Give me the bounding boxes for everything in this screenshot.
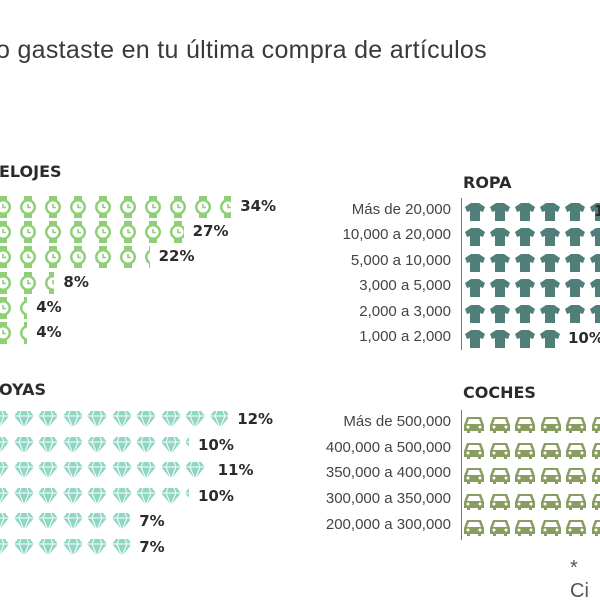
shirt-icon-row [465, 329, 565, 351]
data-label: 10% [198, 435, 234, 454]
data-label: 1 [594, 202, 600, 220]
shirt-icon-row [465, 253, 600, 275]
category-label: 3,000 a 5,000 [359, 277, 451, 295]
data-label: 4% [36, 323, 62, 341]
data-label: 34% [240, 197, 277, 215]
shirt-icon-row [465, 278, 600, 300]
category-label: 200,000 a 300,000 [325, 515, 451, 533]
shirt-icon-row [465, 227, 600, 249]
category-label: Más de 20,000 [351, 201, 451, 218]
category-label: 5,000 a 10,000 [350, 251, 451, 269]
car-icon-row [463, 465, 600, 487]
car-icon-row [463, 491, 600, 513]
category-label: Más de 500,000 [343, 413, 451, 430]
shirt-icon-row [465, 202, 600, 224]
ropa-axis [461, 198, 462, 350]
data-label: 10% [568, 329, 600, 347]
page-title: o gastaste en tu última compra de artícu… [0, 36, 487, 64]
category-label: 350,000 a 400,000 [325, 464, 451, 482]
car-icon-row [463, 414, 600, 436]
category-label: 400,000 a 500,000 [325, 438, 451, 456]
diamond-icon-row [0, 537, 131, 559]
ropa-header: ROPA [463, 173, 512, 192]
category-label: 10,000 a 20,000 [342, 226, 451, 244]
diamond-icon-row [0, 486, 189, 508]
car-icon-row [463, 517, 600, 539]
data-label: 7% [139, 538, 165, 556]
watch-icon-row [0, 221, 184, 244]
category-label: 2,000 a 3,000 [359, 302, 451, 320]
car-icon-row [463, 440, 600, 462]
coches-axis [461, 410, 462, 540]
data-label: 11% [217, 461, 254, 480]
data-label: 12% [237, 410, 274, 428]
data-label: 4% [36, 297, 62, 316]
diamond-icon-row [0, 511, 131, 533]
data-label: 10% [198, 486, 234, 505]
data-label: 8% [63, 272, 89, 291]
data-label: 27% [192, 222, 229, 241]
diamond-icon-row [0, 435, 189, 457]
category-label: 1,000 a 2,000 [359, 328, 451, 345]
coches-header: COCHES [463, 383, 536, 402]
footnote: * Ci [570, 557, 589, 602]
watch-icon-row [0, 322, 28, 344]
shirt-icon-row [465, 304, 600, 326]
data-label: 7% [139, 512, 165, 531]
data-label: 22% [158, 247, 195, 266]
joyas-header: OYAS [0, 380, 46, 399]
diamond-icon-row [0, 409, 229, 431]
watch-icon-row [0, 196, 232, 218]
watch-icon-row [0, 246, 150, 269]
diamond-icon-row [0, 460, 209, 482]
relojes-header: ELOJES [0, 162, 62, 181]
watch-icon-row [0, 296, 28, 319]
watch-icon-row [0, 271, 55, 294]
category-label: 300,000 a 350,000 [325, 490, 451, 508]
